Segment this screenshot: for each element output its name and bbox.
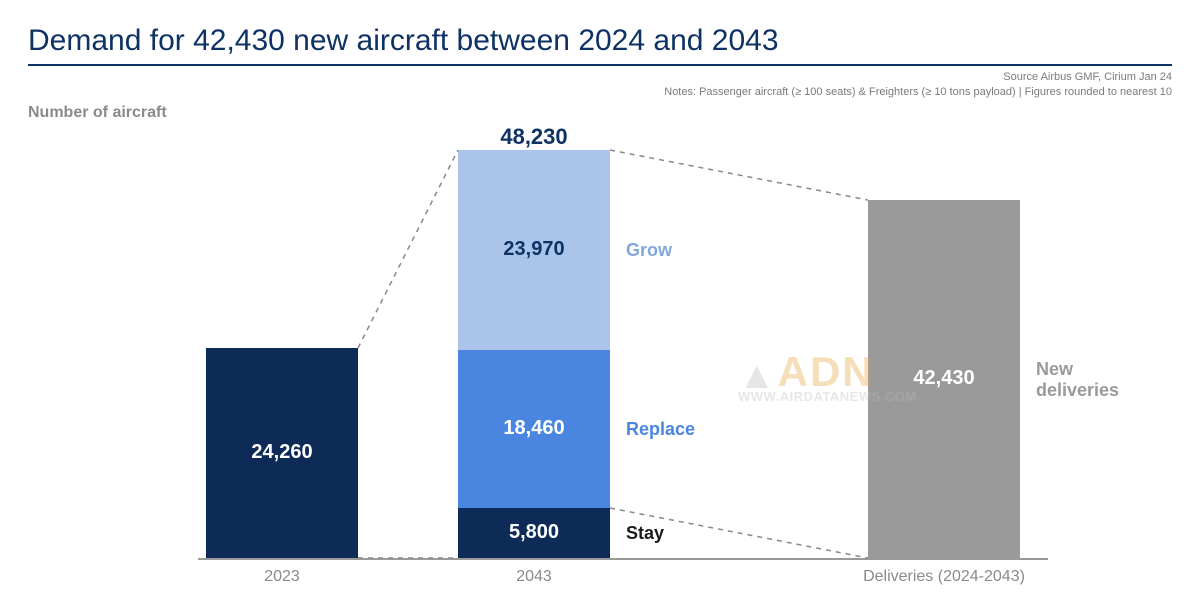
bar-deliveries: 42,430 bbox=[868, 200, 1020, 558]
bar-deliveries-segment: 42,430 bbox=[868, 200, 1020, 558]
label-grow: Grow bbox=[626, 240, 672, 261]
x-axis bbox=[198, 558, 1048, 560]
x-tick-deliveries: Deliveries (2024-2043) bbox=[818, 568, 1070, 586]
bar-2043-replace: 18,460 bbox=[458, 350, 610, 508]
source-line: Source Airbus GMF, Cirium Jan 24 bbox=[28, 70, 1172, 85]
x-tick-2043: 2043 bbox=[458, 568, 610, 586]
x-tick-2023: 2023 bbox=[206, 568, 358, 586]
label-replace: Replace bbox=[626, 419, 695, 440]
bar-2023-segment: 24,260 bbox=[206, 348, 358, 558]
watermark-icon: ▲ bbox=[738, 355, 778, 397]
chart-area: 24,260 2023 48,230 23,970 18,460 5,800 G… bbox=[28, 128, 1172, 598]
source-notes: Source Airbus GMF, Cirium Jan 24 Notes: … bbox=[28, 70, 1172, 100]
bar-2043-grow: 23,970 bbox=[458, 150, 610, 350]
label-new-deliveries: New deliveries bbox=[1036, 359, 1146, 401]
watermark-text: ADN bbox=[778, 348, 875, 395]
slide-root: Demand for 42,430 new aircraft between 2… bbox=[0, 0, 1200, 616]
bar-2023: 24,260 bbox=[206, 348, 358, 558]
bar-2043: 23,970 18,460 5,800 bbox=[458, 150, 610, 558]
title-underline bbox=[28, 64, 1172, 66]
notes-line: Notes: Passenger aircraft (≥ 100 seats) … bbox=[28, 85, 1172, 100]
label-stay: Stay bbox=[626, 523, 664, 544]
chart-subtitle: Number of aircraft bbox=[28, 104, 1172, 122]
slide-title: Demand for 42,430 new aircraft between 2… bbox=[28, 24, 1172, 58]
bar-2043-total: 48,230 bbox=[458, 124, 610, 150]
bar-2043-stay: 5,800 bbox=[458, 508, 610, 558]
